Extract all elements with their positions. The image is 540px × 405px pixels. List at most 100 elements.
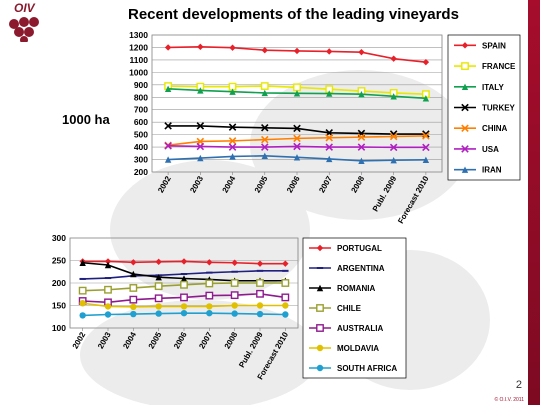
chart-bottom-x-tick-label: 2002	[71, 330, 88, 350]
chart-bottom-series-moldavia	[79, 300, 289, 311]
chart-bottom-x-tick-label: 2007	[197, 330, 214, 350]
chart-bottom-legend-item: AUSTRALIA	[309, 324, 383, 333]
chart-bottom-data-point	[256, 289, 264, 298]
chart-bottom-data-point	[206, 303, 213, 310]
chart-bottom-y-tick-label: 100	[52, 323, 66, 333]
chart-bottom-data-point	[104, 258, 112, 265]
chart-bottom-data-point	[79, 277, 86, 280]
chart-bottom-data-point	[155, 310, 162, 317]
chart-bottom-data-point	[79, 259, 86, 266]
chart-bottom-data-point	[130, 259, 137, 266]
chart-bottom-data-point	[282, 269, 289, 272]
chart-bottom-legend-item: SOUTH AFRICA	[309, 364, 397, 373]
chart-top-legend-item: USA	[454, 145, 499, 154]
chart-top-legend-item: CHINA	[454, 124, 508, 133]
chart-bottom-data-point	[180, 303, 188, 310]
chart-top-data-point	[164, 44, 172, 51]
chart-top-data-point	[293, 154, 301, 161]
chart-bottom-data-point	[180, 275, 188, 282]
chart-bottom-y-tick-label: 250	[52, 256, 66, 266]
chart-top-data-point	[390, 55, 397, 62]
chart-bottom-data-point	[104, 277, 112, 280]
chart-bottom-legend-item: ARGENTINA	[309, 264, 385, 273]
chart-top-legend-swatch-marker	[461, 145, 469, 153]
chart-top-data-point	[357, 143, 366, 151]
chart-bottom-data-point	[256, 302, 264, 309]
chart-bottom-y-tick-label: 150	[52, 301, 66, 311]
chart-bottom-data-point	[282, 302, 289, 309]
chart-top-legend-item: SPAIN	[454, 41, 506, 50]
chart-bottom-legend-swatch-marker	[316, 344, 324, 352]
chart-bottom-legend-swatch-marker	[316, 324, 324, 332]
chart-top-data-point	[228, 143, 237, 151]
chart-bottom-legend-swatch-marker	[316, 244, 324, 252]
copyright: © O.I.V. 2011	[494, 397, 524, 403]
chart-bottom-data-point	[256, 310, 264, 318]
chart-bottom-data-point	[180, 293, 188, 302]
chart-bottom-legend-label: MOLDAVIA	[337, 344, 379, 353]
chart-top-legend-swatch-marker	[461, 124, 469, 132]
chart-bottom-data-point	[155, 273, 162, 281]
chart-top-y-tick-label: 1300	[129, 30, 148, 40]
chart-top-data-point	[197, 154, 204, 162]
chart-top-data-point	[325, 133, 333, 142]
chart-bottom-data-point	[282, 311, 289, 318]
chart-top-data-point	[261, 46, 268, 54]
chart-bottom-series-australia	[78, 289, 290, 307]
chart-top-legend-label: TURKEY	[482, 104, 516, 113]
chart-top-legend-item: FRANCE	[454, 62, 516, 71]
chart-top-series-line	[168, 125, 426, 135]
chart-top-legend-item: TURKEY	[454, 104, 516, 113]
chart-top-data-point	[229, 44, 236, 51]
chart-bottom-legend-item: CHILE	[309, 304, 362, 313]
chart-top-y-tick-label: 700	[134, 105, 148, 115]
chart-bottom-data-point	[205, 291, 214, 300]
chart-bottom-data-point	[104, 285, 112, 294]
chart-bottom-data-point	[230, 291, 239, 300]
chart-bottom-data-point	[154, 294, 163, 303]
chart-top-data-point	[422, 143, 430, 152]
chart-bottom-data-point	[180, 258, 188, 265]
chart-bottom-data-point	[206, 271, 213, 274]
chart-bottom-series-romania	[79, 259, 289, 284]
chart-top-y-tick-label: 500	[134, 130, 148, 140]
chart-top-data-point	[357, 133, 366, 141]
chart-top-data-point	[261, 152, 268, 160]
chart-top-data-point	[326, 90, 333, 97]
chart-top-x-tick-label: 2006	[285, 174, 302, 194]
chart-bottom-data-point	[130, 270, 137, 278]
chart-top-y-tick-label: 400	[134, 142, 148, 152]
chart-top-data-point	[390, 93, 397, 100]
background-blob	[80, 300, 320, 405]
chart-top-data-point	[326, 48, 333, 55]
chart-top-data-point	[326, 155, 333, 163]
chart-bottom-data-point	[231, 270, 238, 273]
chart-top-data-point	[196, 122, 205, 130]
chart-top-legend-swatch-marker	[461, 42, 469, 49]
chart-bottom-legend-item: MOLDAVIA	[309, 344, 379, 353]
chart-top-legend-item: ITALY	[454, 83, 504, 92]
chart-top-data-point	[293, 47, 301, 55]
chart-top-data-point	[325, 143, 333, 151]
chart-bottom-data-point	[104, 303, 112, 310]
chart-bottom-data-point	[230, 279, 239, 287]
chart-top-y-tick-label: 900	[134, 80, 148, 90]
chart-top-data-point	[164, 142, 172, 150]
chart-top-x-tick-label: 2003	[188, 174, 205, 194]
chart-top-data-point	[229, 88, 236, 95]
chart-bottom-data-point	[130, 303, 137, 311]
chart-bottom-x-tick-label: 2008	[223, 330, 240, 350]
chart-bottom-data-point	[104, 311, 112, 318]
chart-top-data-point	[197, 43, 204, 51]
chart-top-x-tick-label: 2002	[156, 174, 173, 194]
chart-top-legend-label: IRAN	[482, 166, 502, 175]
chart-top-series-turkey	[164, 122, 430, 138]
chart-bottom-data-point	[180, 280, 188, 289]
chart-bottom-data-point	[231, 310, 238, 317]
chart-bottom-series-south-africa	[79, 309, 289, 319]
chart-top-data-point	[197, 87, 204, 94]
chart-top-data-point	[261, 89, 268, 97]
chart-bottom-data-point	[79, 300, 86, 307]
